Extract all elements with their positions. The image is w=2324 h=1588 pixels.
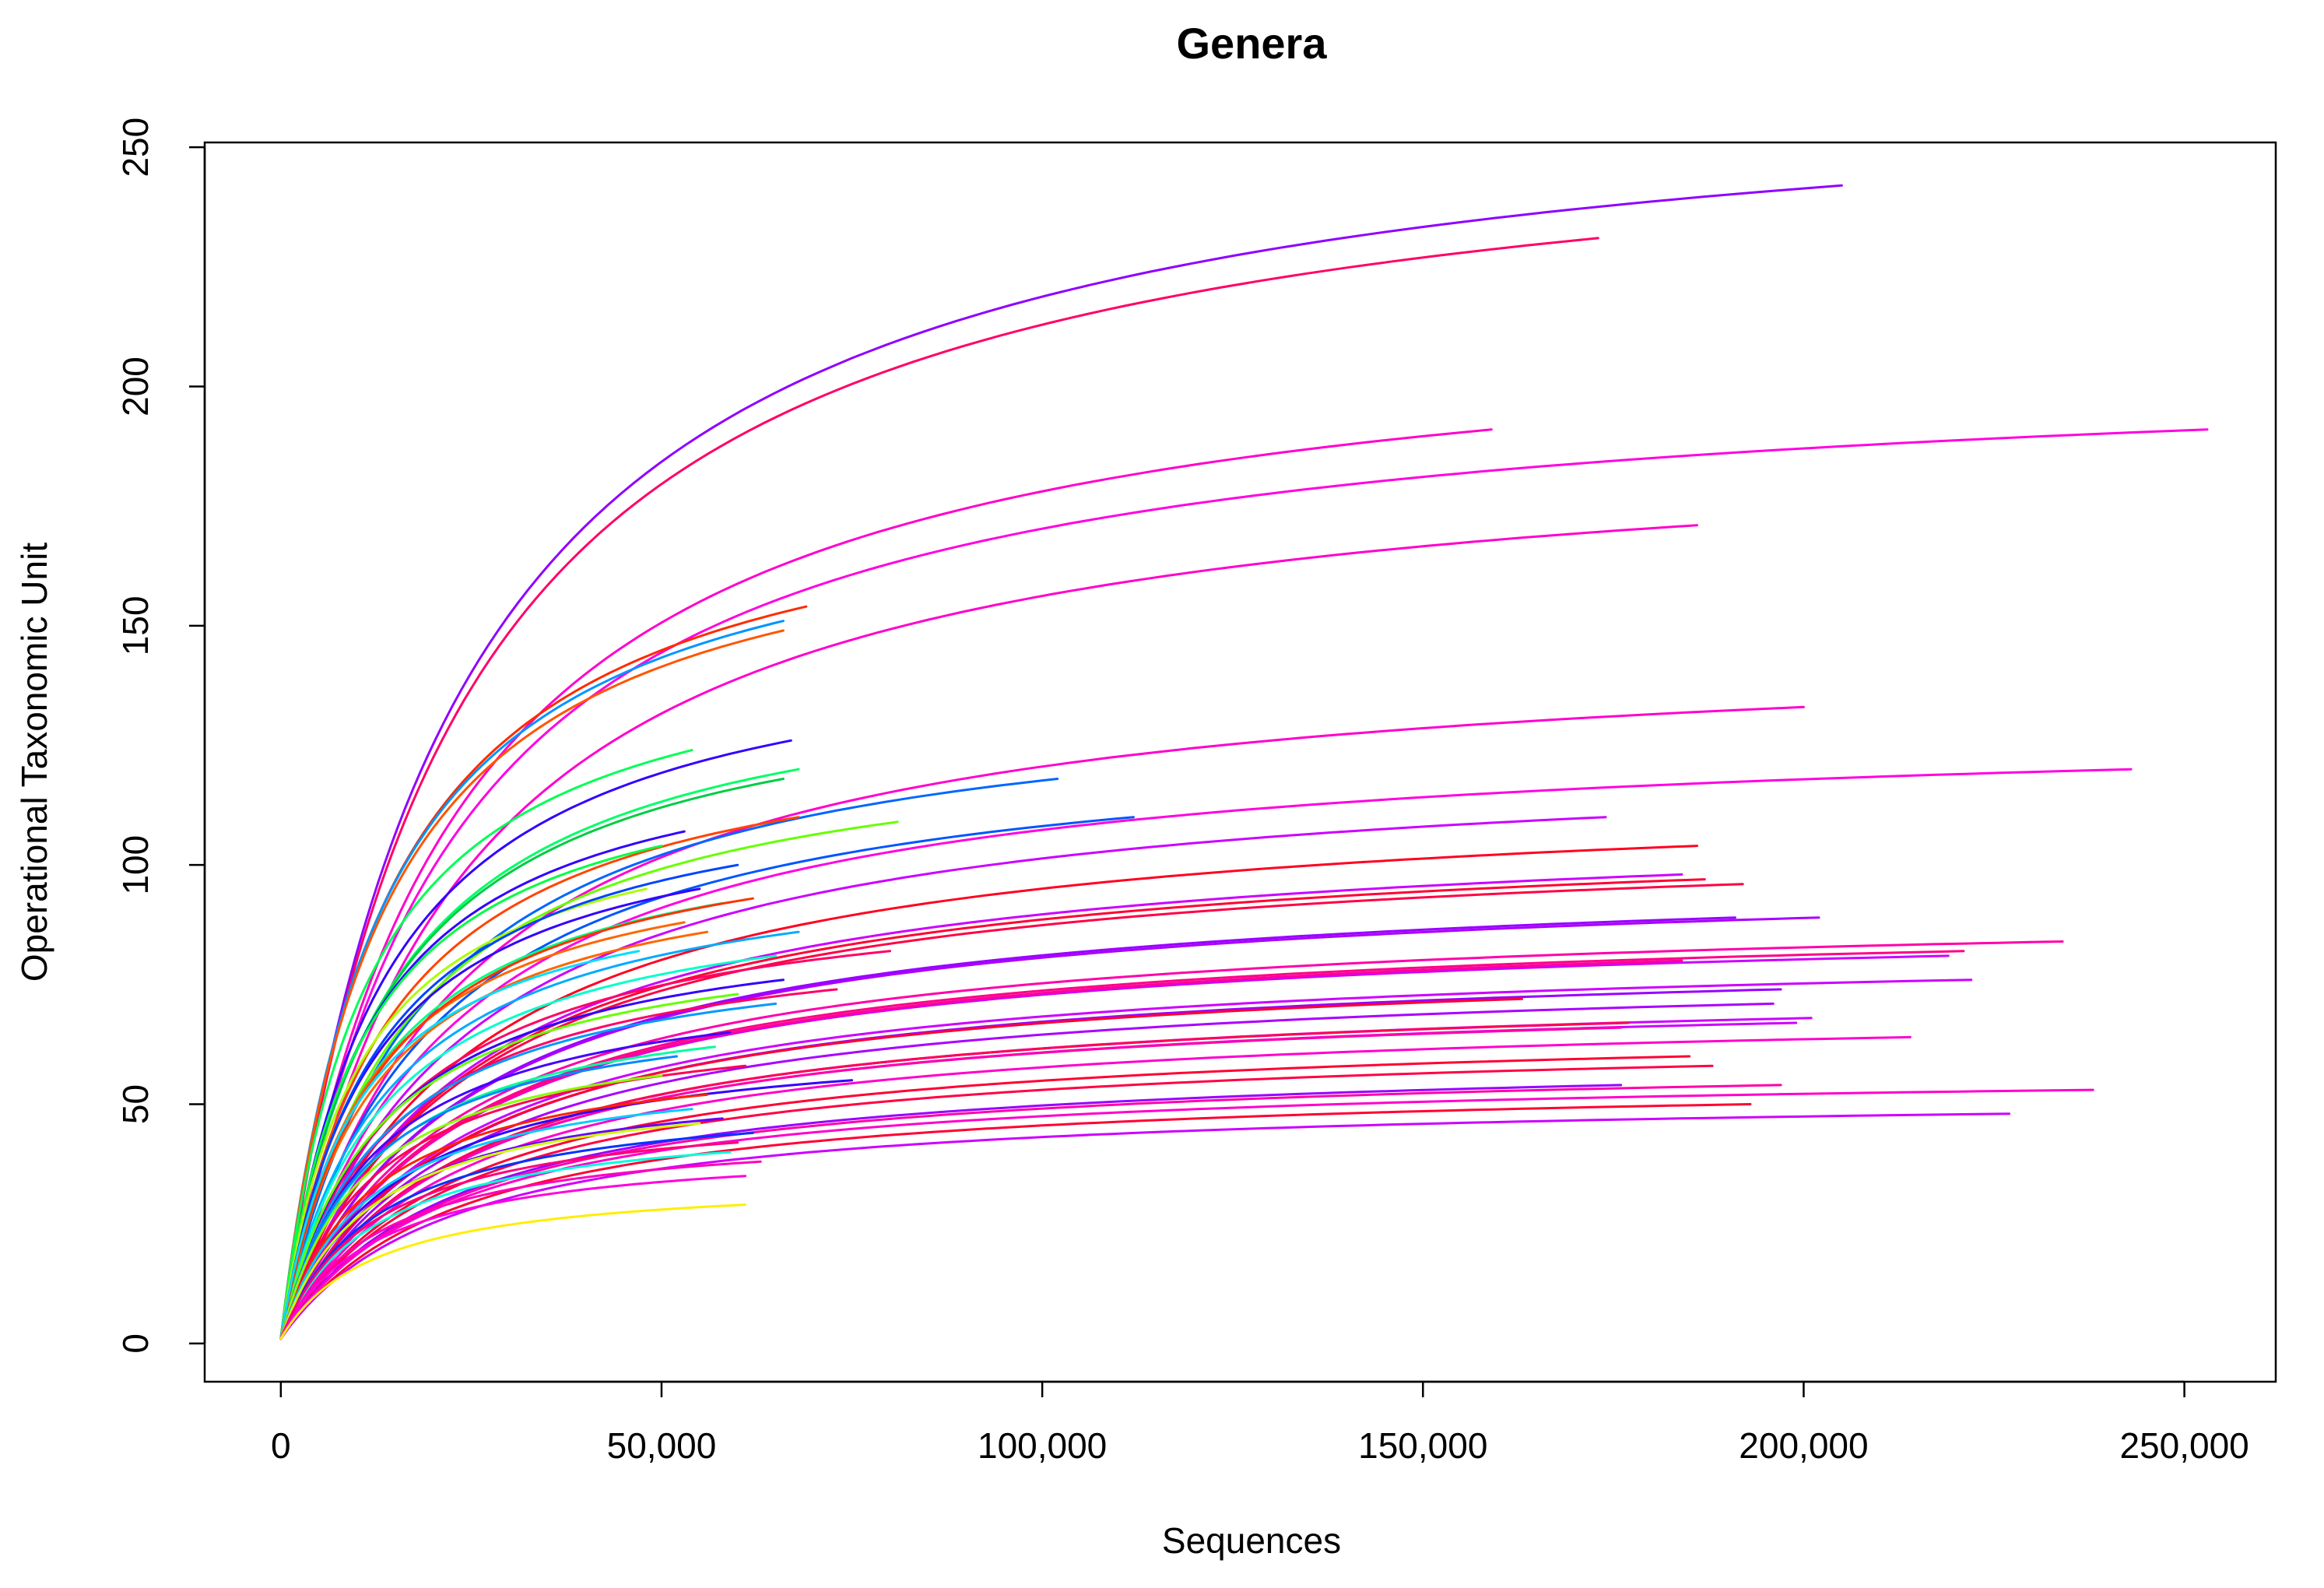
rarefaction-curve-76 [279,1141,739,1340]
x-axis-label: Sequences [1162,1520,1341,1561]
rarefaction-curve-42 [279,997,1523,1340]
y-tick-label: 100 [115,835,156,895]
x-tick-label: 0 [271,1425,291,1466]
rarefaction-curve-49 [279,1064,1714,1340]
y-tick-label: 150 [115,596,156,655]
y-tick-label: 50 [115,1084,156,1124]
rarefaction-curve-75 [279,1122,701,1340]
y-tick-label: 0 [115,1333,156,1354]
x-tick-label: 150,000 [1358,1425,1487,1466]
rarefaction-curve-12 [279,768,2133,1340]
plot-area [279,184,2209,1340]
rarefaction-curve-19 [279,816,1607,1340]
x-tick-label: 250,000 [2119,1425,2249,1466]
rarefaction-curve-55 [279,1112,2011,1340]
rarefaction-curve-10 [279,739,792,1340]
y-axis-label: Operational Taxonomic Unit [14,543,54,982]
rarefaction-curve-68 [279,1074,663,1340]
rarefaction-curve-67 [279,1055,679,1340]
chart-title: Genera [1177,19,1328,68]
x-tick-label: 50,000 [607,1425,717,1466]
y-axis: 0 50 100 150 200 250 [115,118,206,1354]
rarefaction-curve-2 [279,237,1599,1340]
x-tick-label: 200,000 [1739,1425,1868,1466]
x-tick-label: 100,000 [978,1425,1107,1466]
rarefaction-curve-52 [279,1084,1782,1340]
rarefaction-curve-77 [279,1175,747,1340]
rarefaction-curve-78 [279,1203,747,1340]
y-tick-label: 250 [115,118,156,177]
rarefaction-curve-63 [279,950,641,1340]
rarefaction-curve-3 [279,428,1493,1340]
rarefaction-curve-33 [279,959,1683,1340]
y-tick-label: 200 [115,357,156,416]
x-axis: 0 50,000 100,000 150,000 200,000 250,000 [271,1380,2249,1466]
